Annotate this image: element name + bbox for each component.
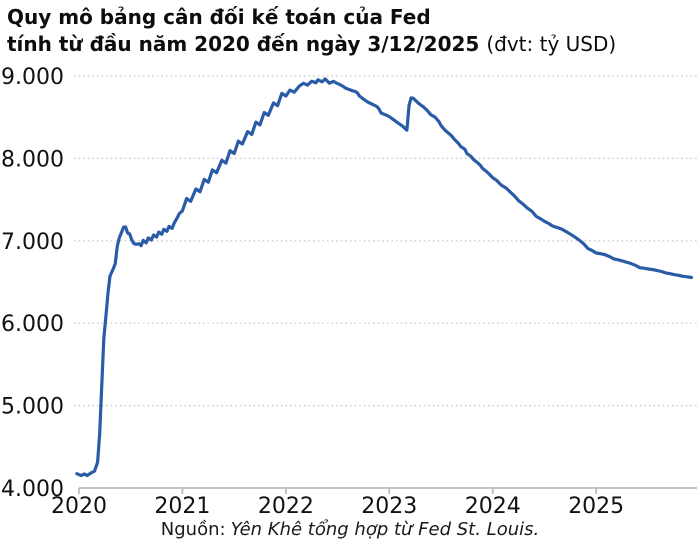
chart-title: Quy mô bảng cân đối kế toán của Fed tính… [7, 4, 616, 58]
x-tick-label: 2025 [568, 494, 624, 519]
x-tick-label: 2020 [51, 494, 107, 519]
y-tick-label: 6.000 [1, 312, 64, 337]
chart-title-line2-bold: tính từ đầu năm 2020 đến ngày 3/12/2025 [7, 32, 480, 56]
chart-title-line1: Quy mô bảng cân đối kế toán của Fed [7, 5, 431, 29]
x-tick-label: 2023 [361, 494, 417, 519]
x-tick-label: 2022 [258, 494, 314, 519]
source-text: Yên Khê tổng hợp từ Fed St. Louis. [230, 519, 540, 540]
chart-title-unit: (đvt: tỷ USD) [486, 32, 617, 56]
fed-assets-line [75, 77, 694, 478]
y-tick-label: 5.000 [1, 395, 64, 420]
y-tick-label: 4.000 [1, 477, 64, 502]
chart-title-line2: tính từ đầu năm 2020 đến ngày 3/12/2025(… [7, 31, 616, 58]
x-tick-label: 2024 [465, 494, 521, 519]
source-label: Nguồn: [160, 519, 226, 540]
y-tick-label: 8.000 [1, 147, 64, 172]
x-tick-label: 2021 [154, 494, 210, 519]
y-tick-label: 9.000 [1, 65, 64, 90]
source-caption: Nguồn: Yên Khê tổng hợp từ Fed St. Louis. [0, 519, 700, 540]
y-tick-label: 7.000 [1, 230, 64, 255]
